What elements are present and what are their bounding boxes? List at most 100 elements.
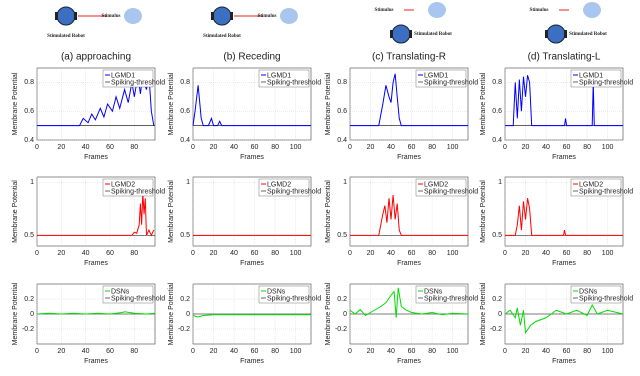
x-tick-label: 80 [130, 144, 138, 151]
x-tick-label: 60 [251, 348, 259, 355]
x-tick-label: 60 [408, 144, 416, 151]
robot-wheel [55, 12, 58, 20]
series-line [350, 195, 468, 236]
y-tick-label: 0.8 [337, 79, 347, 86]
y-tick-label: 0 [30, 311, 34, 318]
x-tick-label: 60 [106, 348, 114, 355]
robot-wheel [564, 30, 567, 38]
legend-box [415, 178, 467, 197]
robot-wheel [74, 12, 77, 20]
x-tick-label: 100 [602, 250, 614, 257]
legend-label: LGMD2 [579, 181, 603, 188]
x-tick-label: 40 [387, 250, 395, 257]
legend-label: DSNs [424, 288, 443, 295]
y-tick-label: 0.6 [180, 108, 190, 115]
legend-label: LGMD2 [111, 181, 135, 188]
x-tick-label: 80 [428, 144, 436, 151]
legend-label: Spiking-threshold [579, 188, 633, 195]
stimulus-shape [124, 8, 142, 24]
x-tick-label: 60 [563, 144, 571, 151]
y-axis-label: Membrane Potential [480, 282, 487, 345]
x-tick-label: 20 [522, 144, 530, 151]
legend-box [570, 178, 622, 197]
y-tick-label: 0.6 [492, 108, 502, 115]
y-tick-label: 0.6 [337, 108, 347, 115]
legend-label: LGMD1 [267, 72, 291, 79]
x-tick-label: 100 [447, 250, 459, 257]
y-tick-label: 0.4 [492, 137, 502, 144]
y-tick-label: 0.5 [492, 232, 502, 239]
x-tick-label: 0 [348, 144, 352, 151]
x-tick-label: 40 [542, 144, 550, 151]
chart: 0.4 0.6 0.8 0 20 40 60 80 100 Frames Membrane Pote… [168, 67, 321, 161]
series-line [192, 85, 311, 127]
x-tick-label: 80 [583, 144, 591, 151]
x-tick-label: 0 [35, 144, 39, 151]
x-tick-label: 40 [82, 250, 90, 257]
robot-wheel [409, 30, 412, 38]
stimulus-shape [583, 2, 601, 18]
robot-body [212, 6, 232, 26]
stimulus-label: Stimulus [375, 8, 394, 13]
x-tick-label: 60 [563, 250, 571, 257]
legend-label: LGMD1 [579, 72, 603, 79]
x-tick-label: 0 [503, 250, 507, 257]
x-tick-label: 100 [602, 144, 614, 151]
legend-label: DSNs [267, 288, 286, 295]
x-tick-label: 20 [522, 348, 530, 355]
diagram: Stimulus Stimulated Robot [47, 6, 142, 39]
legend-label: Spiking-threshold [267, 188, 321, 195]
x-axis-label: Frames [552, 358, 576, 365]
robot-body [56, 6, 76, 26]
x-tick-label: 0 [191, 144, 195, 151]
x-tick-label: 20 [367, 144, 375, 151]
y-axis-label: Membrane Potential [12, 180, 19, 243]
x-tick-label: 80 [271, 144, 279, 151]
y-tick-label: 0.8 [492, 79, 502, 86]
x-tick-label: 20 [367, 348, 375, 355]
x-tick-label: 60 [408, 348, 416, 355]
robot-wheel [390, 30, 393, 38]
y-tick-label: 1 [186, 179, 190, 186]
legend-box [258, 285, 310, 304]
x-tick-label: 0 [503, 144, 507, 151]
x-tick-label: 80 [583, 250, 591, 257]
robot-wheel [230, 12, 233, 20]
x-tick-label: 60 [563, 348, 571, 355]
y-tick-label: 0.5 [337, 232, 347, 239]
y-axis-label: Membrane Potential [168, 282, 175, 345]
legend-box [415, 69, 467, 88]
diagram: Stimulus Stimulated Robot [530, 2, 607, 44]
x-axis-label: Frames [84, 260, 108, 267]
legend-label: Spiking-threshold [424, 295, 478, 302]
diagram: Stimulus Stimulated Robot [203, 6, 298, 39]
y-axis-label: Membrane Potential [12, 282, 19, 345]
series-line [36, 311, 156, 315]
x-tick-label: 80 [130, 348, 138, 355]
robot-label: Stimulated Robot [203, 34, 241, 39]
legend-label: Spiking-threshold [424, 79, 478, 86]
x-tick-label: 80 [271, 250, 279, 257]
y-axis-label: Membrane Potential [325, 282, 332, 345]
x-tick-label: 20 [57, 144, 65, 151]
y-tick-label: 0.2 [180, 296, 190, 303]
x-tick-label: 20 [522, 250, 530, 257]
x-tick-label: 40 [230, 250, 238, 257]
series-line [505, 198, 623, 236]
x-tick-label: 40 [542, 250, 550, 257]
stimulus-label: Stimulus [102, 14, 121, 19]
x-axis-label: Frames [552, 260, 576, 267]
legend-label: LGMD2 [424, 181, 448, 188]
x-tick-label: 20 [210, 250, 218, 257]
x-axis-label: Frames [397, 260, 421, 267]
y-tick-label: 0.8 [24, 79, 34, 86]
y-tick-label: -0.2 [22, 326, 34, 333]
series-line [192, 314, 311, 318]
x-tick-label: 60 [106, 144, 114, 151]
legend-box [258, 178, 310, 197]
legend-label: LGMD1 [111, 72, 135, 79]
x-tick-label: 60 [106, 250, 114, 257]
x-tick-label: 80 [130, 250, 138, 257]
legend-box [570, 285, 622, 304]
panel-title: (b) Receding [223, 52, 280, 63]
